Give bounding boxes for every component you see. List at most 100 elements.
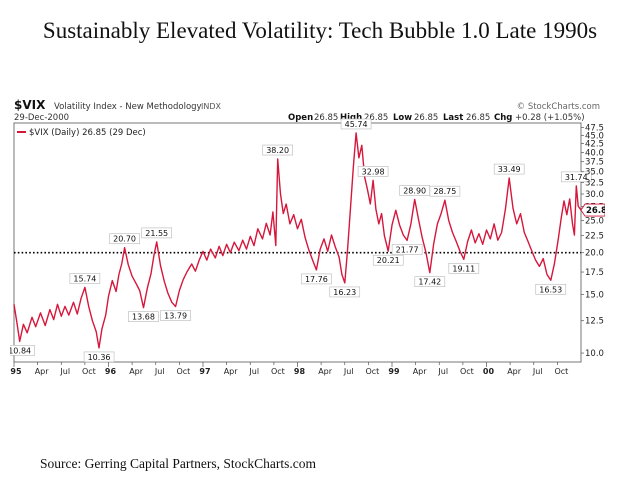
y-tick-label: 45.0 — [585, 131, 604, 141]
x-tick: Jul — [437, 362, 448, 376]
exchange-label: INDX — [201, 102, 222, 111]
y-tick: 37.5 — [581, 158, 604, 168]
label-text: 21.55 — [145, 229, 168, 238]
label-box — [160, 310, 191, 321]
x-tick: 00 — [483, 362, 495, 376]
peak-trough-label: 45.74 — [340, 118, 372, 130]
x-tick-label: Oct — [460, 367, 474, 376]
x-tick-label: Apr — [224, 367, 239, 376]
x-tick: Apr — [318, 362, 333, 376]
y-tick: 12.5 — [581, 317, 604, 327]
peak-trough-label: 16.53 — [535, 283, 567, 295]
x-tick-label: Apr — [413, 367, 428, 376]
label-box — [301, 273, 332, 285]
vix-series-line — [13, 132, 582, 349]
x-tick-label: Oct — [82, 367, 96, 376]
label-text: 10.36 — [88, 353, 111, 362]
open-value: 26.85 — [314, 113, 338, 123]
y-tick-label: 22.5 — [585, 232, 604, 242]
y-tick: 20.0 — [581, 249, 604, 259]
label-text: 10.84 — [10, 346, 31, 355]
last-value-text: 26.85 — [586, 206, 605, 216]
y-tick-label: 20.0 — [585, 249, 604, 259]
x-tick: Apr — [413, 362, 428, 376]
x-tick: 97 — [199, 362, 211, 376]
x-tick: Jul — [248, 362, 259, 376]
x-tick: Oct — [176, 362, 190, 376]
series-layer — [13, 132, 582, 349]
y-tick: 32.5 — [581, 178, 604, 188]
x-tick: Oct — [82, 362, 96, 376]
label-text: 13.79 — [164, 312, 187, 321]
y-tick-label: 40.0 — [585, 148, 604, 158]
x-tick-label: Apr — [507, 367, 522, 376]
x-tick-label: Jul — [532, 367, 543, 376]
last-value: 26.85 — [466, 113, 490, 123]
source-note: Source: Gerring Capital Partners, StockC… — [40, 456, 316, 471]
x-tick: Apr — [507, 362, 522, 376]
y-tick-label: 17.5 — [585, 268, 604, 278]
y-tick: 22.5 — [581, 232, 604, 242]
label-box — [357, 166, 389, 177]
x-tick: 98 — [294, 362, 305, 376]
x-tick-label: 96 — [105, 367, 117, 376]
x-tick-label: Jul — [59, 367, 70, 376]
peak-trough-label: 38.20 — [262, 144, 293, 156]
high-value: 26.85 — [364, 113, 388, 123]
vix-chart: $VIX Volatility Index - New Methodology … — [4, 96, 613, 381]
x-tick: 99 — [388, 362, 400, 376]
chg-value: +0.28 (+1.05%) — [515, 113, 585, 123]
label-box — [448, 262, 480, 274]
label-text: 17.42 — [418, 278, 441, 287]
y-tick-label: 35.0 — [585, 168, 604, 178]
x-tick-label: 00 — [483, 367, 495, 376]
label-box — [128, 311, 159, 322]
x-tick: Jul — [343, 362, 354, 376]
x-tick-label: Oct — [271, 367, 285, 376]
y-tick-label: 30.0 — [585, 190, 604, 200]
x-tick: 96 — [105, 362, 117, 376]
label-box — [109, 233, 140, 245]
y-tick-label: 47.5 — [585, 124, 604, 134]
y-tick: 15.0 — [581, 290, 604, 300]
label-text: 13.68 — [132, 313, 155, 322]
label-text: 16.23 — [333, 288, 356, 297]
label-text: 20.21 — [377, 256, 400, 265]
label-text: 15.74 — [73, 274, 96, 283]
label-text: 20.70 — [113, 235, 136, 244]
annotation-layer: 10.84 15.74 10.36 20.70 13.68 21.55 13.79 38.20… — [4, 118, 592, 363]
peak-trough-label: 20.21 — [372, 254, 404, 266]
x-tick-label: Oct — [554, 367, 568, 376]
peak-trough-label: 10.36 — [83, 351, 115, 363]
y-tick: 17.5 — [581, 268, 604, 278]
y-tick-label: 32.5 — [585, 178, 604, 188]
label-text: 17.76 — [305, 275, 328, 284]
legend-label: $VIX (Daily) 26.85 (29 Dec) — [29, 128, 146, 138]
low-value: 26.85 — [414, 113, 438, 123]
peak-trough-label: 32.98 — [357, 166, 389, 177]
x-tick: Apr — [129, 362, 144, 376]
chart-date: 29-Dec-2000 — [14, 113, 69, 123]
x-tick-label: 99 — [388, 367, 400, 376]
label-text: 21.77 — [396, 245, 419, 254]
x-tick: Apr — [224, 362, 239, 376]
label-box — [262, 144, 293, 156]
x-axis: 95 Apr Jul Oct 96 Apr Jul Oct 97 Apr Jul Oct 98 Apr Ju… — [10, 362, 568, 376]
x-tick-label: Apr — [129, 367, 144, 376]
index-name: Volatility Index - New Methodology — [54, 102, 202, 112]
x-tick-label: Jul — [343, 367, 354, 376]
y-tick-label: 25.0 — [585, 216, 604, 226]
peak-trough-label: 10.84 — [4, 345, 35, 356]
watermark: © StockCharts.com — [517, 102, 600, 112]
y-tick: 45.0 — [581, 131, 604, 141]
chart-container: $VIX Volatility Index - New Methodology … — [4, 96, 613, 381]
label-box — [83, 351, 115, 363]
label-text: 19.11 — [452, 264, 475, 273]
label-text: 28.90 — [403, 186, 426, 195]
label-text: 31.74 — [565, 173, 588, 182]
open-label: Open — [288, 113, 313, 123]
peak-trough-label: 21.55 — [141, 227, 172, 239]
x-tick: Oct — [460, 362, 474, 376]
x-tick-label: Jul — [437, 367, 448, 376]
peak-trough-label: 21.77 — [391, 244, 423, 255]
